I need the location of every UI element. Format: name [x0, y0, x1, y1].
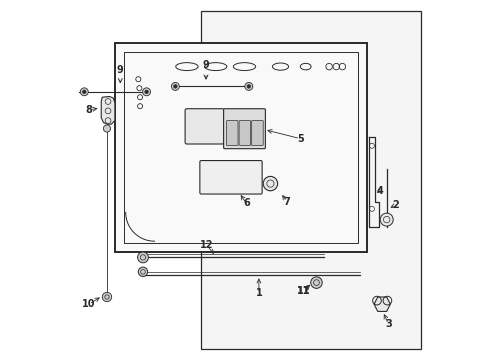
Circle shape — [380, 213, 392, 226]
FancyBboxPatch shape — [251, 121, 263, 145]
Circle shape — [142, 88, 150, 96]
Text: 6: 6 — [243, 198, 249, 208]
Circle shape — [246, 85, 250, 88]
Text: 7: 7 — [283, 197, 290, 207]
Text: 4: 4 — [376, 186, 383, 196]
FancyBboxPatch shape — [185, 109, 224, 144]
Circle shape — [263, 176, 277, 191]
Circle shape — [310, 277, 322, 288]
Circle shape — [138, 267, 147, 276]
Text: 9: 9 — [117, 65, 123, 75]
Text: 5: 5 — [296, 134, 303, 144]
Text: 11: 11 — [297, 286, 310, 296]
Circle shape — [103, 125, 110, 132]
FancyBboxPatch shape — [226, 121, 238, 145]
Polygon shape — [201, 11, 420, 349]
Circle shape — [80, 88, 88, 96]
Circle shape — [144, 90, 148, 94]
Text: 2: 2 — [391, 200, 398, 210]
Polygon shape — [115, 43, 366, 252]
FancyBboxPatch shape — [239, 121, 250, 145]
Text: 9: 9 — [202, 60, 209, 70]
Circle shape — [137, 252, 148, 263]
FancyBboxPatch shape — [200, 161, 262, 194]
Polygon shape — [373, 297, 389, 311]
Circle shape — [244, 82, 252, 90]
Polygon shape — [101, 96, 115, 124]
Text: 11: 11 — [297, 286, 310, 296]
Text: 12: 12 — [200, 240, 213, 250]
Text: 1: 1 — [255, 288, 262, 298]
Circle shape — [82, 90, 86, 94]
Text: 10: 10 — [82, 299, 96, 309]
Circle shape — [102, 292, 111, 302]
Text: 3: 3 — [385, 319, 391, 329]
Text: 8: 8 — [85, 105, 92, 115]
FancyBboxPatch shape — [223, 109, 265, 149]
Circle shape — [171, 82, 179, 90]
Circle shape — [173, 85, 177, 88]
